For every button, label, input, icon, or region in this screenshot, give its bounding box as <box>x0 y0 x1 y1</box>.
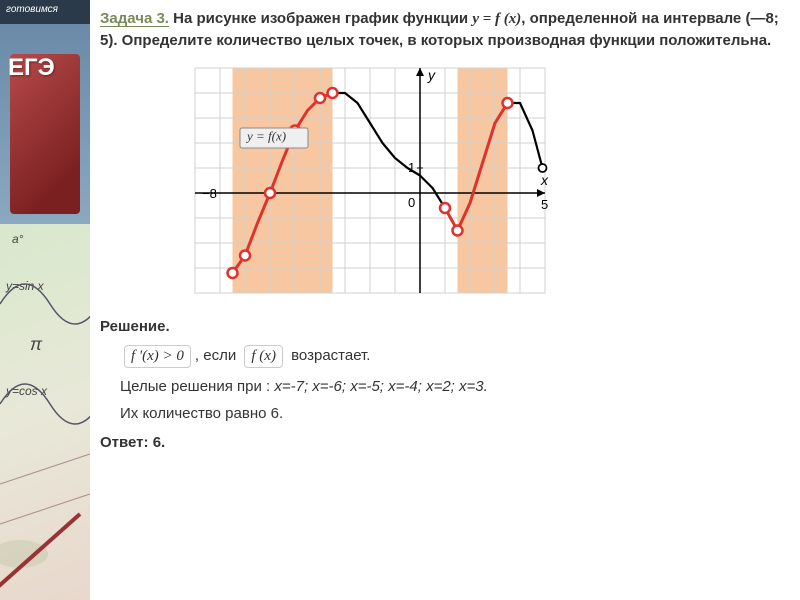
solution-heading: Решение. <box>100 318 170 335</box>
svg-text:0: 0 <box>408 195 415 210</box>
solution-condition: f '(x) > 0, если f (x) возрастает. <box>120 345 790 368</box>
ege-label: ЕГЭ <box>8 54 55 82</box>
problem-line1: На рисунке изображен график функции <box>169 10 472 27</box>
svg-text:x: x <box>540 172 549 188</box>
chart-svg: y = f(x) −8 1 0 5 y x <box>190 63 560 308</box>
svg-text:−8: −8 <box>202 186 217 201</box>
content: Задача 3. На рисунке изображен график фу… <box>100 8 790 451</box>
problem-text: Задача 3. На рисунке изображен график фу… <box>100 8 790 51</box>
answer-value: 6. <box>153 434 166 451</box>
sidebar-badge: ЕГЭ <box>0 24 90 224</box>
sidebar: готовимся ЕГЭ a° y=sin x π y=cos x <box>0 0 90 600</box>
count-line: Их количество равно 6. <box>120 405 790 422</box>
svg-text:5: 5 <box>541 197 548 212</box>
sidebar-math-bg: a° y=sin x π y=cos x <box>0 224 90 600</box>
chart: y = f(x) −8 1 0 5 y x <box>190 63 790 308</box>
solution-block: Решение. f '(x) > 0, если f (x) возраста… <box>100 318 790 451</box>
problem-fx: y = f (x) <box>472 11 521 27</box>
svg-text:1: 1 <box>408 160 415 175</box>
sidebar-top-label: готовимся <box>0 0 90 24</box>
ints-label: Целые решения при : <box>120 378 274 395</box>
svg-text:y = f(x): y = f(x) <box>245 129 286 144</box>
sidebar-curves-icon <box>0 224 90 600</box>
answer: Ответ: 6. <box>100 434 790 451</box>
if-word: , если <box>195 347 240 364</box>
task-label: Задача 3. <box>100 10 169 27</box>
ints-values: x=-7; x=-6; x=-5; x=-4; x=2; x=3. <box>274 378 487 395</box>
cond2-rest: возрастает. <box>287 347 370 364</box>
svg-text:y: y <box>427 67 436 83</box>
cond2-math: f (x) <box>244 345 283 368</box>
integer-solutions: Целые решения при : x=-7; x=-6; x=-5; x=… <box>120 378 790 395</box>
cond1-math: f '(x) > 0 <box>124 345 191 368</box>
answer-label: Ответ: <box>100 434 153 451</box>
